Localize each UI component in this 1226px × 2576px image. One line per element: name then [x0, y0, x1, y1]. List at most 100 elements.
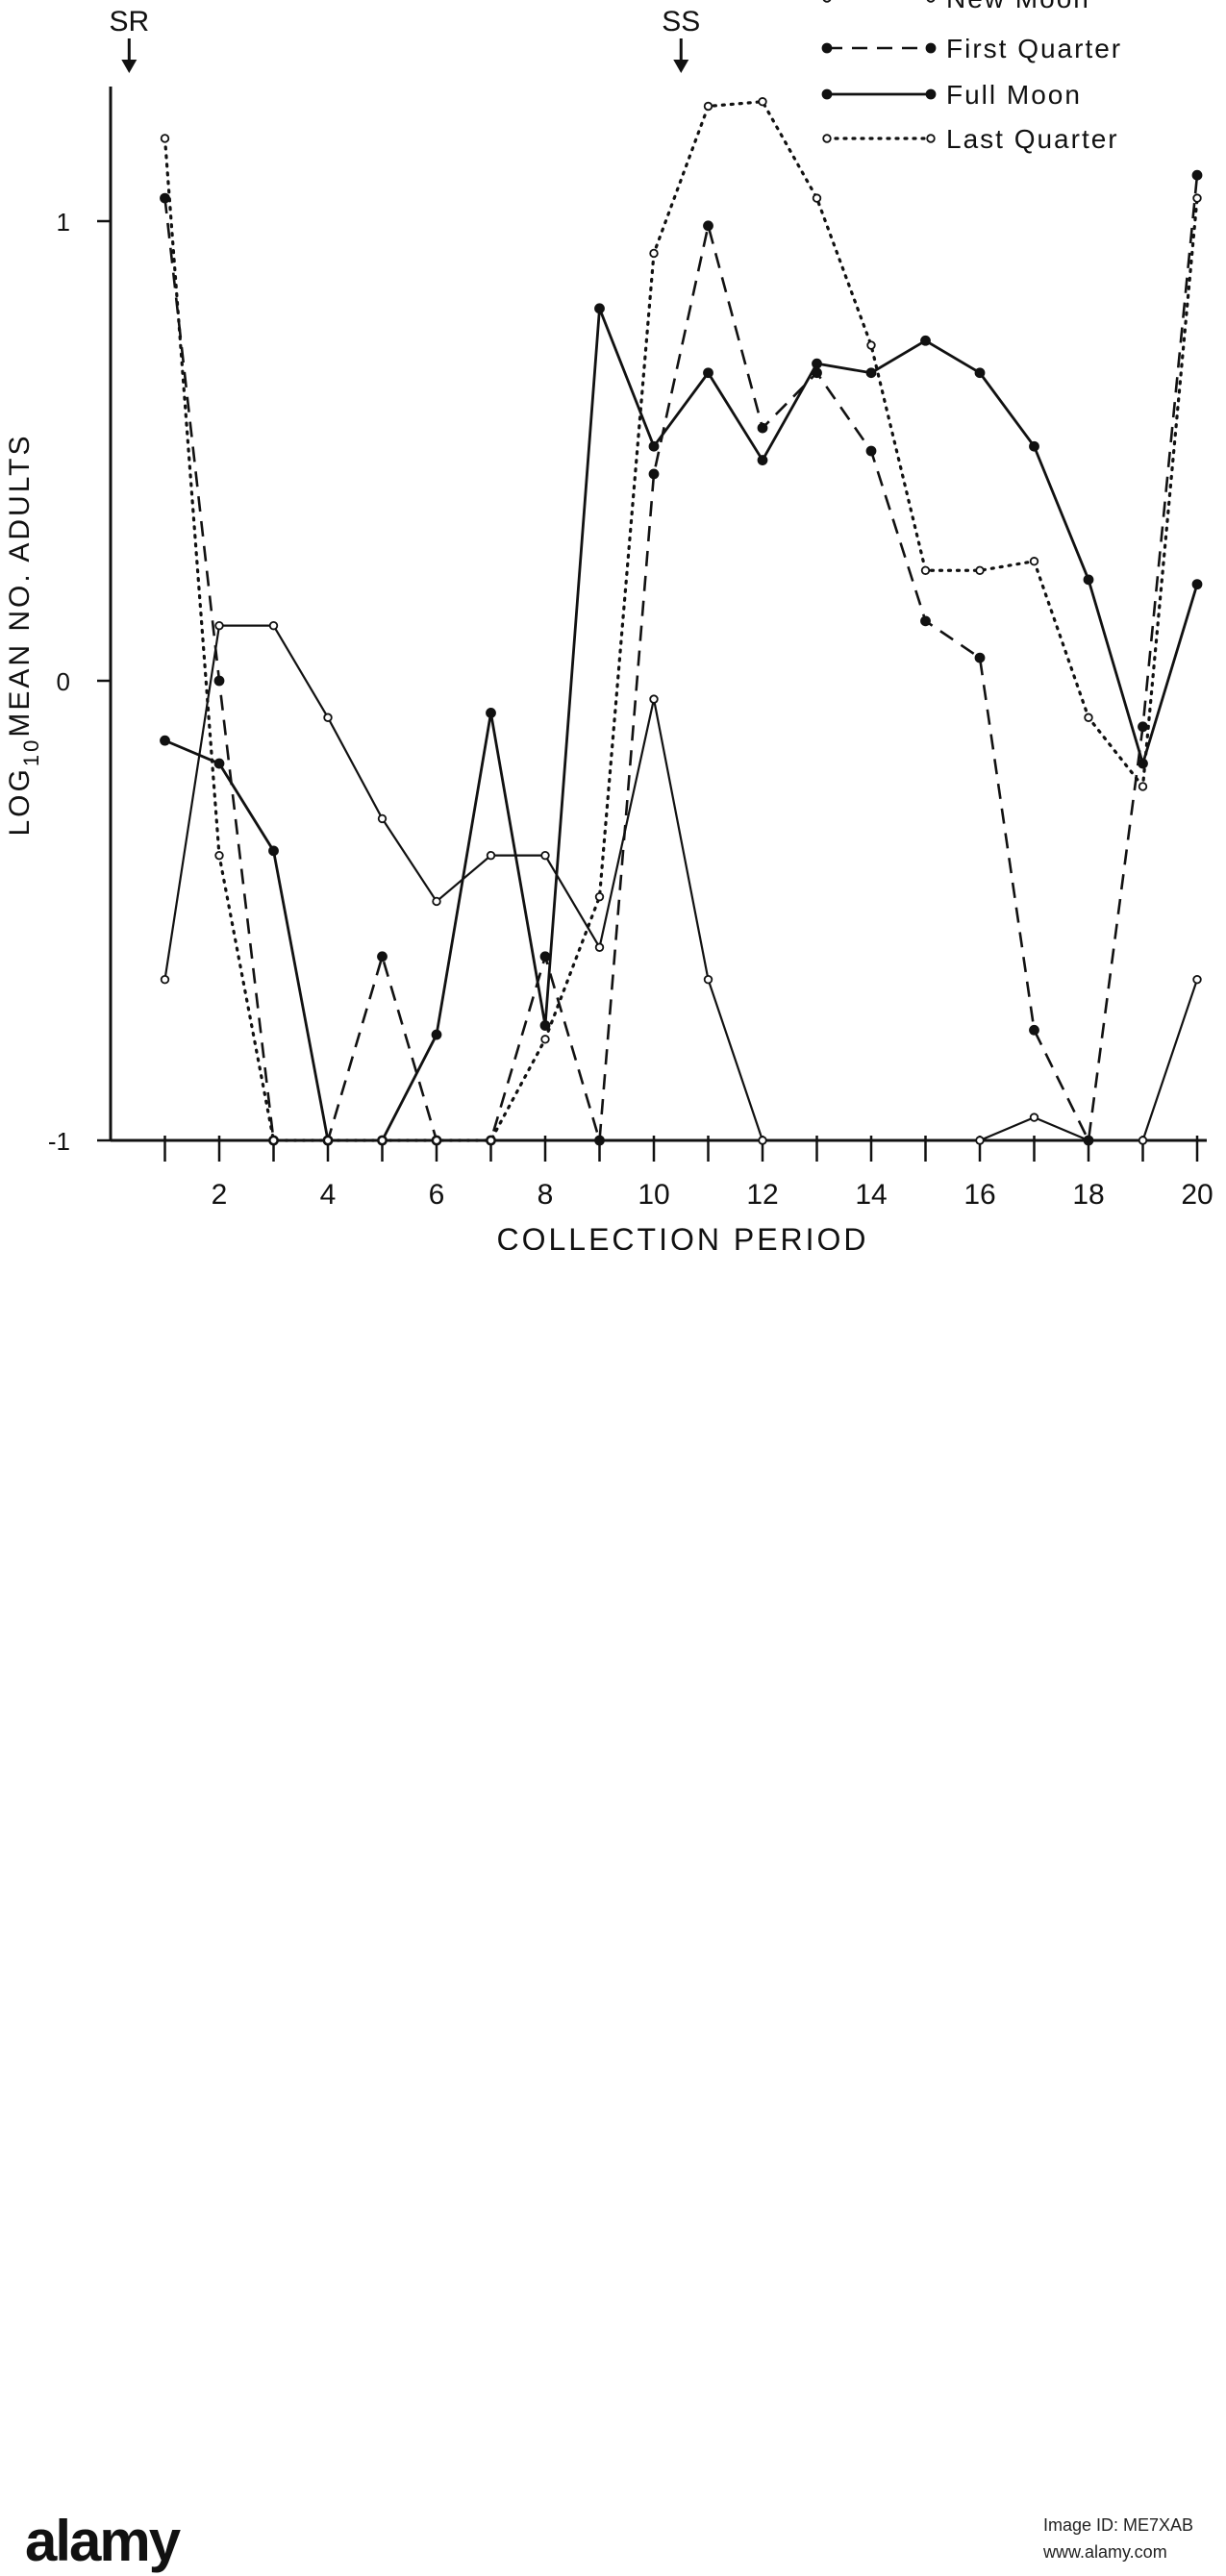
data-point-last-quarter	[812, 193, 822, 203]
data-point-full-moon	[268, 845, 279, 857]
data-point-last-quarter	[1192, 193, 1202, 203]
data-point-first-quarter	[160, 192, 170, 204]
series-line-first-quarter	[163, 175, 1199, 1142]
x-tick-label-1: 4	[320, 1179, 337, 1211]
data-point-new-moon	[1029, 1113, 1039, 1122]
alamy-logo: alamy	[25, 2509, 184, 2573]
legend-label-new-moon: New Moon	[946, 0, 1090, 13]
data-point-first-quarter	[865, 445, 877, 457]
annotation-sr-arrow-head	[121, 60, 138, 73]
annotation-ss-arrow-head	[673, 60, 689, 73]
data-point-last-quarter	[594, 891, 605, 902]
data-point-last-quarter	[649, 248, 659, 259]
data-point-last-quarter	[432, 1136, 441, 1145]
data-point-new-moon	[214, 620, 224, 631]
data-point-full-moon	[213, 758, 225, 769]
x-tick-label-4: 10	[638, 1179, 669, 1211]
data-point-new-moon	[975, 1136, 985, 1145]
x-tick-label-9: 20	[1181, 1179, 1213, 1211]
data-point-new-moon	[486, 850, 496, 861]
data-point-new-moon	[1138, 1136, 1148, 1145]
data-point-new-moon	[377, 813, 388, 824]
data-point-new-moon	[758, 1136, 767, 1145]
data-point-new-moon	[160, 975, 170, 985]
data-point-first-quarter	[974, 652, 986, 663]
data-point-first-quarter	[1191, 169, 1203, 181]
series-line-new-moon	[163, 624, 1199, 1142]
data-point-full-moon	[1191, 579, 1203, 590]
data-point-full-moon	[486, 708, 496, 718]
data-point-last-quarter	[486, 1136, 496, 1145]
data-point-last-quarter	[758, 97, 767, 107]
legend-marker-full-moon	[925, 88, 937, 100]
data-point-first-quarter	[594, 1135, 605, 1146]
legend-marker-first-quarter	[925, 42, 937, 54]
data-point-full-moon	[594, 303, 605, 314]
y-tick-label-2: 1	[57, 208, 70, 237]
y-axis-title: LOG10MEAN NO. ADULTS	[4, 433, 43, 836]
data-point-first-quarter	[539, 951, 551, 963]
data-point-full-moon	[1029, 440, 1039, 452]
series-line-full-moon	[163, 307, 1199, 1142]
data-point-new-moon	[649, 694, 659, 704]
data-point-last-quarter	[1029, 557, 1039, 566]
data-point-last-quarter	[214, 850, 224, 861]
annotation-ss-label: SS	[662, 6, 700, 38]
data-point-first-quarter	[648, 468, 660, 480]
data-point-first-quarter	[703, 220, 713, 232]
y-tick-label-0: -1	[48, 1127, 70, 1156]
data-point-full-moon	[812, 358, 822, 369]
legend-marker-new-moon	[822, 0, 832, 3]
data-point-full-moon	[920, 335, 931, 346]
legend-marker-last-quarter	[822, 134, 832, 143]
data-point-new-moon	[268, 620, 279, 631]
legend-marker-first-quarter	[821, 42, 833, 54]
legend-label-full-moon: Full Moon	[946, 80, 1082, 110]
data-point-full-moon	[539, 1020, 551, 1031]
data-point-last-quarter	[160, 134, 170, 143]
x-tick-label-6: 14	[855, 1179, 887, 1211]
x-tick-label-8: 18	[1072, 1179, 1104, 1211]
x-tick-label-5: 12	[746, 1179, 778, 1211]
data-point-new-moon	[540, 850, 550, 861]
series-line-last-quarter	[163, 100, 1199, 1142]
data-point-last-quarter	[377, 1136, 388, 1145]
data-point-first-quarter	[1083, 1135, 1094, 1146]
data-point-last-quarter	[268, 1136, 279, 1145]
data-point-last-quarter	[866, 340, 876, 350]
annotation-sr-label: SR	[109, 6, 149, 38]
legend-marker-full-moon	[821, 88, 833, 100]
x-axis-title: COLLECTION PERIOD	[496, 1222, 868, 1250]
data-point-full-moon	[160, 735, 170, 746]
legend-marker-new-moon	[926, 0, 936, 3]
data-point-full-moon	[1083, 574, 1094, 586]
data-point-first-quarter	[757, 422, 768, 434]
data-point-first-quarter	[377, 951, 388, 963]
x-tick-label-3: 8	[538, 1179, 554, 1211]
svg-text:alamy: alamy	[25, 2509, 182, 2573]
x-tick-label-7: 16	[963, 1179, 995, 1211]
data-point-first-quarter	[213, 675, 225, 687]
data-point-last-quarter	[1138, 782, 1148, 791]
data-point-full-moon	[703, 367, 713, 379]
data-point-last-quarter	[1084, 713, 1093, 722]
data-point-last-quarter	[703, 101, 713, 112]
data-point-first-quarter	[1029, 1024, 1039, 1036]
data-point-new-moon	[323, 713, 333, 722]
data-point-full-moon	[648, 440, 660, 452]
y-tick-label-1: 0	[57, 667, 70, 696]
footer-bar: alamy Image ID: ME7XAB www.alamy.com	[0, 1250, 1226, 2573]
data-point-full-moon	[431, 1029, 442, 1040]
data-point-full-moon	[974, 367, 986, 379]
data-point-last-quarter	[975, 565, 985, 575]
data-point-new-moon	[594, 942, 605, 952]
x-tick-label-2: 6	[429, 1179, 445, 1211]
data-point-last-quarter	[920, 565, 931, 575]
image-url-text: www.alamy.com	[1043, 2542, 1167, 2562]
x-tick-label-0: 2	[212, 1179, 228, 1211]
data-point-last-quarter	[323, 1136, 333, 1145]
data-point-full-moon	[757, 455, 768, 465]
data-point-full-moon	[865, 367, 877, 379]
data-point-new-moon	[703, 975, 713, 985]
legend-marker-last-quarter	[926, 134, 936, 143]
